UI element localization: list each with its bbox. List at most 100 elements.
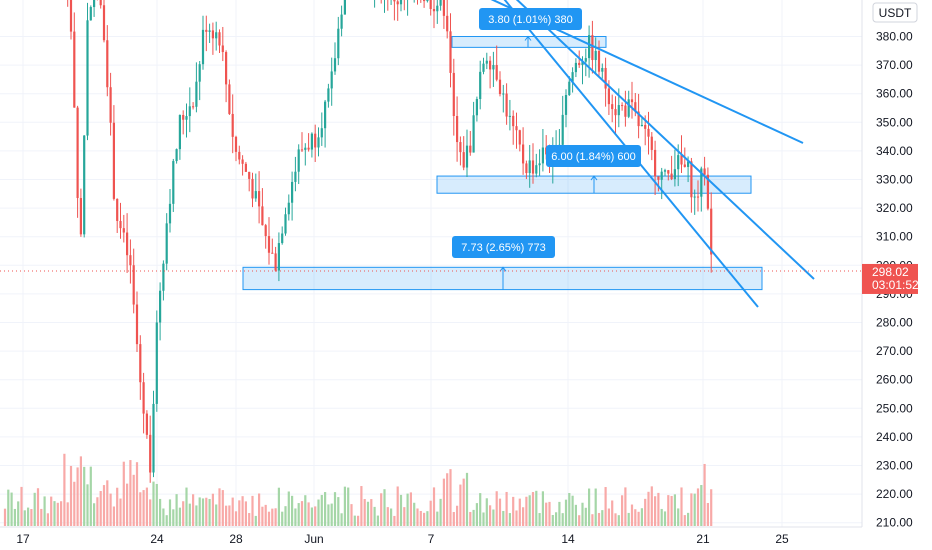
volume-bar (574, 504, 577, 526)
candle (538, 149, 541, 176)
candle-body (307, 147, 310, 150)
volume-bar (555, 512, 558, 526)
candle-body (343, 0, 346, 15)
candle-body (522, 144, 525, 164)
candle (310, 132, 313, 158)
volume-bar (482, 512, 485, 526)
volume-bar (172, 509, 175, 526)
candle-body (663, 170, 667, 172)
volume-bar (73, 481, 76, 526)
candle-body (594, 50, 597, 61)
candle-body (337, 28, 340, 59)
volume-bar (406, 493, 409, 526)
candle (393, 0, 396, 21)
y-tick-label: 280.00 (876, 316, 913, 330)
volume-bar (489, 505, 492, 526)
candle (469, 130, 472, 156)
candle (188, 87, 191, 133)
candle-body (574, 62, 577, 73)
volume-bar (175, 494, 178, 526)
candle (432, 0, 436, 29)
candle-body (139, 344, 142, 383)
candle-body (102, 5, 106, 41)
candle (485, 52, 488, 70)
candle-body (234, 136, 238, 152)
x-tick-label: 21 (696, 532, 710, 546)
candle-body (261, 206, 264, 226)
volume-bar (469, 511, 472, 526)
volume-bar (423, 512, 426, 526)
candle (314, 124, 317, 162)
y-tick-label: 250.00 (876, 401, 913, 415)
volume-bar (211, 493, 214, 526)
candle (317, 127, 320, 157)
candle-body (208, 30, 211, 32)
candle-body (396, 1, 399, 5)
candle (482, 57, 485, 75)
volume-bar (60, 501, 63, 526)
candle-body (122, 228, 125, 233)
volume-bar (614, 513, 617, 526)
candle (571, 67, 574, 93)
candle (281, 226, 284, 245)
price-range-boxes[interactable] (242, 35, 763, 291)
volume-bar (683, 515, 686, 526)
candle-body (700, 168, 703, 197)
volume-bar (343, 486, 346, 526)
candle (67, 0, 69, 7)
candle (439, 0, 442, 11)
candle-body (624, 105, 627, 117)
candle-body (650, 136, 653, 150)
candle (703, 156, 706, 186)
candle (116, 198, 119, 233)
candle (211, 22, 214, 55)
volume-bar (386, 507, 389, 526)
candle (267, 217, 271, 265)
volume-bar (399, 494, 403, 526)
candle-body (495, 65, 498, 80)
volume-bar (673, 494, 676, 526)
candle-body (472, 115, 475, 153)
candle-body (317, 137, 320, 148)
candle-body (162, 263, 165, 291)
candle (185, 103, 188, 138)
volume-bar (79, 456, 82, 526)
volume-bar (139, 492, 142, 526)
candle-body (492, 65, 495, 70)
candle (594, 37, 597, 75)
candle-body (429, 0, 432, 9)
volume-bar (307, 502, 310, 526)
candle (168, 189, 172, 233)
candle (145, 410, 148, 439)
candle (574, 58, 577, 78)
volume-bar (452, 512, 455, 526)
x-axis-ticks: 17 24 28 Jun 7 14 21 25 (16, 532, 789, 546)
candle (456, 96, 459, 162)
y-tick-label: 320.00 (876, 201, 913, 215)
y-tick-label: 350.00 (876, 115, 913, 129)
volume-bar (373, 506, 376, 526)
volume-bar (624, 487, 627, 526)
volume-bar (53, 501, 56, 526)
candle-body (129, 255, 132, 266)
volume-bar (508, 513, 511, 526)
range-label: 6.00 (1.84%) 600 (546, 145, 641, 167)
candle-body (660, 171, 663, 180)
volume-bar (159, 498, 162, 526)
candle-body (393, 0, 396, 2)
candle-body (439, 0, 442, 6)
candle-body (89, 7, 92, 21)
trendline (515, 0, 815, 280)
candle-body (677, 155, 680, 170)
candle-body (284, 214, 287, 234)
x-tick-label: 7 (428, 532, 435, 546)
currency-badge[interactable]: USDT (872, 2, 918, 23)
candle-body (340, 14, 343, 29)
volume-bar (195, 505, 198, 526)
volume-bar (142, 490, 145, 526)
volume-bar (10, 492, 13, 526)
volume-bar (403, 507, 406, 526)
volume-bar (330, 503, 333, 526)
candle-body (607, 88, 610, 105)
